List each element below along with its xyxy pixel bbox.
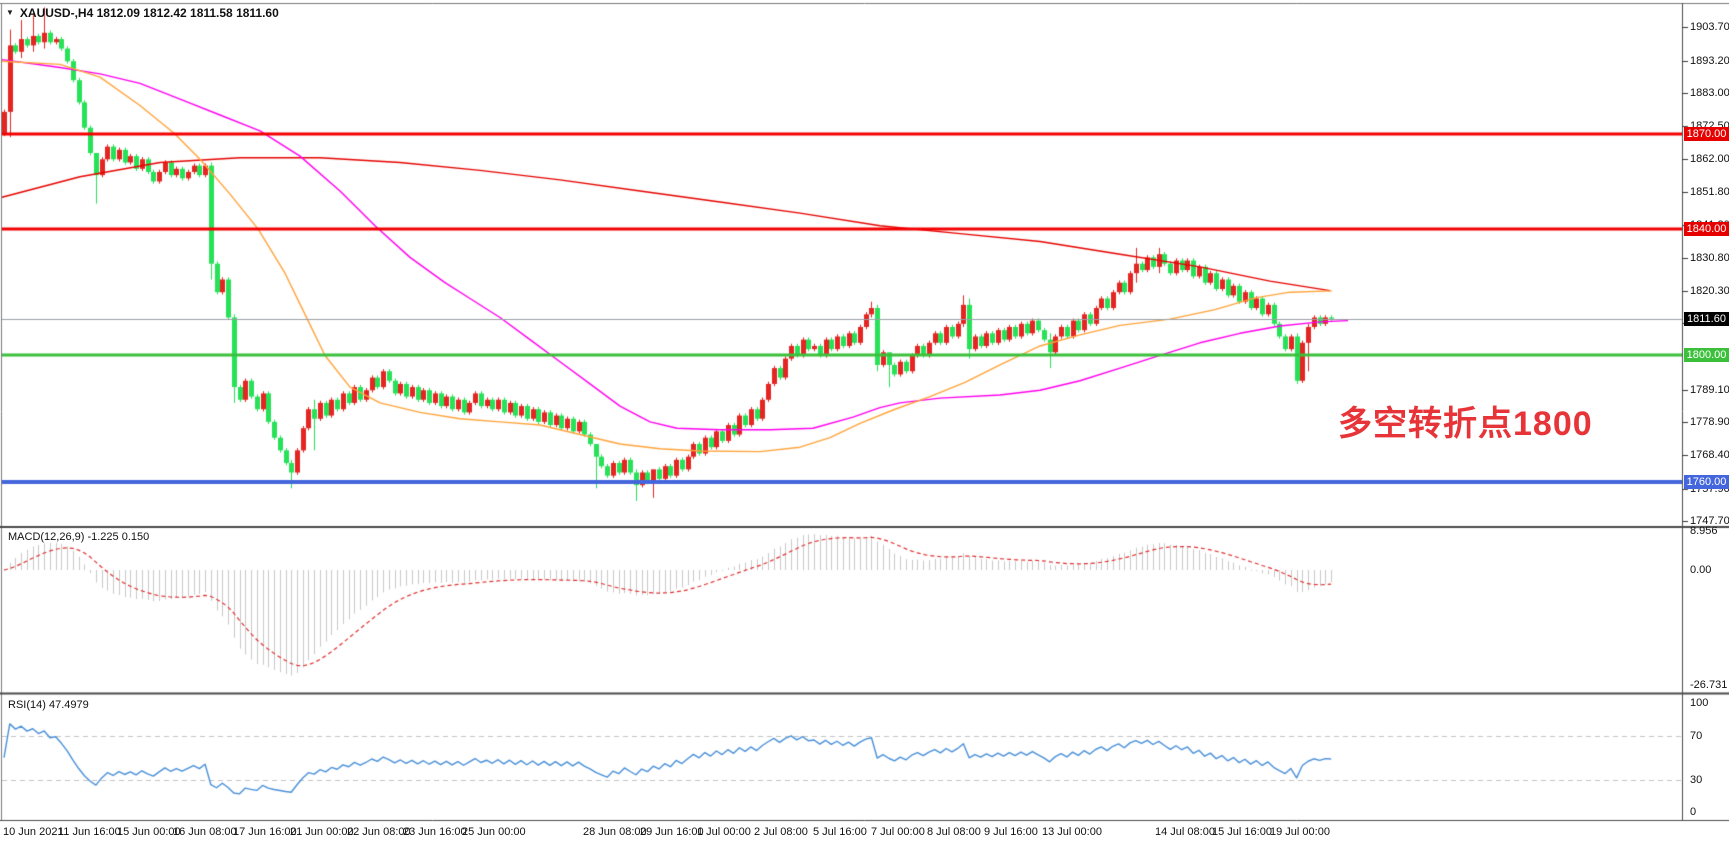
macd-tick-label: 0.00 — [1690, 564, 1712, 576]
macd-panel[interactable] — [0, 528, 1682, 693]
macd-tick-label: -26.731 — [1690, 678, 1728, 691]
price-badge: 1800.00 — [1684, 348, 1729, 363]
time-label: 15 Jul 16:00 — [1212, 826, 1272, 838]
time-label: 11 Jun 16:00 — [58, 826, 121, 838]
price-tick-label: 1883.00 — [1690, 86, 1729, 99]
price-tick-label: 1862.00 — [1690, 153, 1729, 166]
price-tick-label: 1851.80 — [1690, 185, 1729, 198]
symbol-dropdown-icon[interactable]: ▼ — [6, 8, 14, 17]
chart-title: ▼ XAUUSD-,H4 1812.09 1812.42 1811.58 1811… — [6, 6, 279, 20]
time-label: 7 Jul 00:00 — [871, 826, 925, 838]
price-tick-label: 1778.90 — [1690, 416, 1729, 429]
time-label: 22 Jun 08:00 — [347, 826, 411, 838]
rsi-tick-label: 100 — [1690, 696, 1709, 709]
price-tick-label: 1768.40 — [1690, 449, 1729, 462]
main-chart-panel[interactable] — [0, 3, 1682, 527]
time-label: 8 Jul 08:00 — [927, 826, 981, 838]
price-tick-label: 1789.10 — [1690, 383, 1729, 396]
time-label: 21 Jun 00:00 — [290, 826, 354, 838]
chart-title-text: XAUUSD-,H4 1812.09 1812.42 1811.58 1811.… — [19, 6, 279, 20]
macd-tick-label: 8.956 — [1690, 525, 1718, 538]
price-tick-label: 1830.80 — [1690, 252, 1729, 264]
time-label: 10 Jun 2021 — [3, 826, 64, 838]
price-tick-label: 1893.20 — [1690, 54, 1729, 67]
time-label: 25 Jun 00:00 — [462, 826, 526, 838]
price-badge: 1870.00 — [1684, 127, 1729, 141]
time-label: 1 Jul 00:00 — [697, 826, 751, 838]
rsi-panel[interactable] — [0, 695, 1682, 820]
rsi-tick-label: 30 — [1690, 773, 1703, 786]
rsi-tick-label: 70 — [1690, 729, 1703, 742]
time-label: 5 Jul 16:00 — [813, 826, 867, 838]
time-label: 14 Jul 08:00 — [1155, 826, 1215, 838]
time-label: 29 Jun 16:00 — [640, 826, 704, 838]
price-tick-label: 1820.30 — [1690, 285, 1729, 298]
price-badge: 1840.00 — [1684, 221, 1729, 236]
price-tick-label: 1903.70 — [1690, 21, 1729, 34]
time-label: 19 Jul 00:00 — [1270, 826, 1330, 838]
time-label: 13 Jul 00:00 — [1042, 826, 1102, 838]
price-tick-label: 1747.70 — [1690, 514, 1729, 527]
time-label: 15 Jun 00:00 — [117, 826, 181, 838]
price-annotation: 多空转折点1800 — [1338, 405, 1593, 443]
time-label: 28 Jun 08:00 — [583, 826, 647, 838]
price-badge: 1760.00 — [1684, 474, 1729, 489]
time-label: 16 Jun 08:00 — [173, 826, 237, 838]
rsi-tick-label: 0 — [1690, 806, 1697, 819]
time-label: 23 Jun 16:00 — [403, 826, 467, 838]
time-label: 9 Jul 16:00 — [984, 826, 1038, 838]
time-label: 2 Jul 08:00 — [754, 826, 808, 838]
macd-indicator-label: MACD(12,26,9) -1.225 0.150 — [8, 531, 150, 543]
price-badge: 1811.60 — [1684, 311, 1729, 326]
rsi-indicator-label: RSI(14) 47.4979 — [8, 699, 89, 711]
time-label: 17 Jun 16:00 — [233, 826, 297, 838]
